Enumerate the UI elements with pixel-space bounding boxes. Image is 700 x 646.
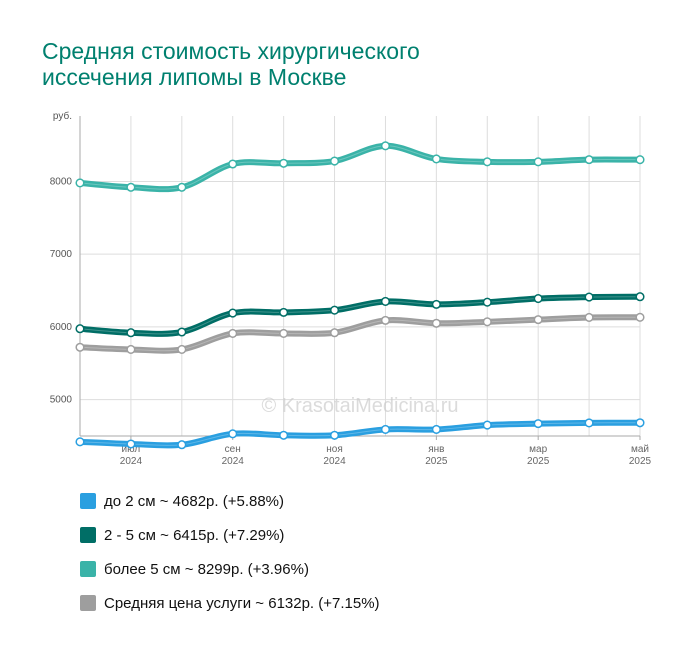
x-tick-month: сен	[225, 444, 241, 455]
x-tick-year: 2024	[120, 456, 143, 467]
x-tick-year: 2025	[425, 456, 448, 467]
data-point	[533, 315, 543, 325]
chart-title-line-1: Средняя стоимость хирургического	[42, 38, 420, 64]
data-point	[329, 156, 340, 166]
chart-legend: до 2 см ~ 4682р. (+5.88%) 2 - 5 см ~ 6415…	[80, 484, 380, 620]
legend-swatch	[80, 493, 96, 509]
data-point	[75, 324, 85, 334]
data-point	[584, 312, 594, 323]
data-point	[228, 328, 238, 339]
data-point	[380, 141, 391, 151]
data-point	[228, 308, 238, 318]
legend-label: 2 - 5 см ~ 6415р. (+7.29%)	[104, 526, 285, 544]
data-point	[431, 318, 441, 328]
legend-item[interactable]: до 2 см ~ 4682р. (+5.88%)	[80, 484, 380, 518]
data-point	[329, 328, 340, 338]
data-point	[177, 344, 187, 355]
x-tick-month: мар	[529, 444, 547, 455]
y-unit-label: руб.	[53, 110, 72, 122]
legend-label: более 5 см ~ 8299р. (+3.96%)	[104, 560, 309, 578]
data-point	[177, 182, 187, 192]
data-point	[584, 292, 594, 302]
data-point	[177, 327, 187, 337]
data-point	[482, 297, 492, 307]
series-line-highlight	[79, 145, 641, 190]
data-point	[380, 296, 391, 307]
data-point	[584, 155, 594, 165]
data-point	[126, 182, 136, 192]
data-point	[380, 315, 391, 325]
data-point	[228, 159, 238, 169]
x-tick-month: май	[631, 444, 649, 455]
data-point	[329, 305, 340, 315]
y-tick-label: 6000	[50, 322, 73, 333]
legend-label: Средняя цена услуги ~ 6132р. (+7.15%)	[104, 594, 380, 612]
data-point	[635, 418, 645, 428]
legend-swatch	[80, 561, 96, 577]
data-point	[533, 293, 543, 304]
data-point	[533, 157, 543, 167]
data-point	[431, 424, 441, 435]
data-point	[431, 154, 441, 164]
legend-item[interactable]: более 5 см ~ 8299р. (+3.96%)	[80, 552, 380, 586]
data-point	[177, 440, 187, 450]
legend-swatch	[80, 595, 96, 611]
data-point	[279, 307, 289, 317]
chart-title-line-2: иссечения липомы в Москве	[42, 64, 347, 90]
data-point	[635, 292, 645, 302]
x-tick-year: 2024	[323, 456, 346, 467]
x-tick-month: июл	[122, 444, 141, 455]
y-tick-label: 7000	[50, 249, 73, 260]
line-chart: © KrasotaiMedicina.ru 5000600070008000ру…	[50, 110, 652, 467]
chart-axes: 5000600070008000руб.июл2024сен2024ноя202…	[50, 110, 652, 467]
data-point	[126, 439, 136, 449]
data-point	[635, 155, 645, 165]
data-point	[584, 418, 594, 428]
watermark-text: © KrasotaiMedicina.ru	[261, 395, 458, 417]
chart-grid	[79, 116, 641, 436]
data-point	[126, 344, 136, 355]
x-tick-month: янв	[428, 444, 444, 455]
chart-title: Средняя стоимость хирургического иссечен…	[42, 38, 562, 90]
legend-label: до 2 см ~ 4682р. (+5.88%)	[104, 492, 285, 510]
data-point	[279, 158, 289, 168]
legend-item[interactable]: 2 - 5 см ~ 6415р. (+7.29%)	[80, 518, 380, 552]
data-point	[431, 299, 441, 309]
data-point	[380, 424, 391, 435]
y-tick-label: 5000	[50, 395, 73, 406]
x-tick-year: 2025	[629, 456, 652, 467]
data-point	[126, 328, 136, 338]
data-point	[279, 328, 289, 339]
x-tick-year: 2025	[527, 456, 550, 467]
data-point	[533, 419, 543, 429]
y-tick-label: 8000	[50, 176, 73, 187]
legend-swatch	[80, 527, 96, 543]
data-point	[482, 317, 492, 327]
legend-item[interactable]: Средняя цена услуги ~ 6132р. (+7.15%)	[80, 586, 380, 620]
data-point	[482, 157, 492, 167]
data-point	[482, 420, 492, 430]
data-point	[75, 342, 85, 352]
series-line	[77, 419, 643, 449]
data-point	[75, 178, 85, 188]
data-point	[329, 430, 340, 440]
x-tick-month: ноя	[326, 444, 343, 455]
x-tick-year: 2024	[222, 456, 245, 467]
data-point	[228, 429, 238, 439]
data-point	[635, 312, 645, 322]
data-point	[75, 437, 85, 447]
data-point	[279, 430, 289, 440]
chart-points	[75, 141, 645, 450]
